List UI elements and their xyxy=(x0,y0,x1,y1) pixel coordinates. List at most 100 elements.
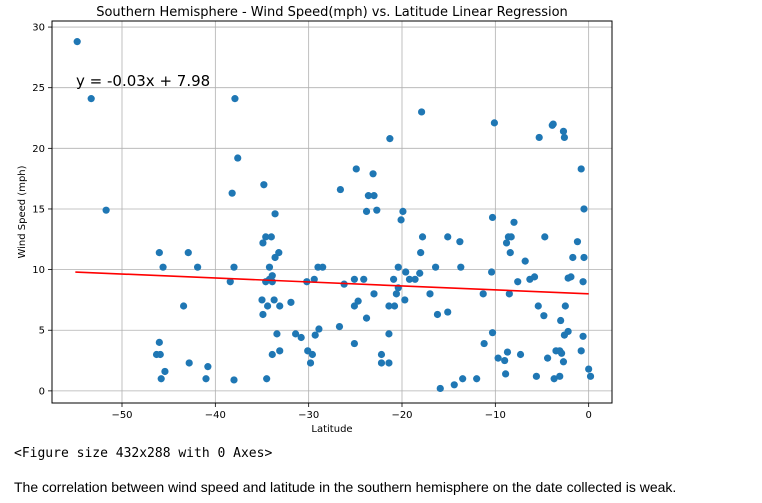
data-point xyxy=(457,263,465,271)
data-point xyxy=(541,233,549,241)
data-point xyxy=(362,314,371,322)
data-point xyxy=(503,348,512,356)
data-point xyxy=(558,349,566,357)
data-point xyxy=(230,263,238,271)
data-point xyxy=(87,95,95,103)
data-point xyxy=(444,233,452,241)
regression-line xyxy=(75,271,589,295)
data-point xyxy=(155,249,163,257)
y-tick-label: 20 xyxy=(32,144,45,155)
data-point xyxy=(560,133,569,142)
x-axis-label: Latitude xyxy=(311,424,352,435)
data-point xyxy=(377,359,386,367)
data-point xyxy=(459,375,467,383)
data-points xyxy=(73,38,595,393)
data-point xyxy=(268,278,276,286)
data-point xyxy=(161,367,169,376)
data-point xyxy=(362,207,371,215)
data-point xyxy=(354,297,362,305)
data-point xyxy=(230,376,238,384)
data-point xyxy=(275,249,283,257)
data-point xyxy=(336,185,344,194)
data-point xyxy=(579,278,587,286)
x-tick-label: −50 xyxy=(111,410,132,421)
data-point xyxy=(488,329,497,337)
data-point xyxy=(265,263,274,271)
data-point xyxy=(418,233,427,241)
data-point xyxy=(276,302,284,310)
data-point xyxy=(271,253,279,262)
data-point xyxy=(390,275,398,283)
data-point xyxy=(204,363,212,371)
data-point xyxy=(73,38,81,46)
data-point xyxy=(263,375,271,383)
data-point xyxy=(306,359,315,367)
data-point xyxy=(185,359,193,367)
data-point xyxy=(502,239,511,247)
data-point xyxy=(480,339,488,348)
data-point xyxy=(262,233,270,241)
data-point xyxy=(350,275,358,283)
data-point xyxy=(370,192,378,200)
data-point xyxy=(577,347,585,355)
data-point xyxy=(488,268,496,276)
data-point xyxy=(556,372,564,380)
data-point xyxy=(411,275,419,283)
data-point xyxy=(385,330,393,338)
data-point xyxy=(264,302,272,310)
data-point xyxy=(505,290,513,298)
data-point xyxy=(180,302,188,310)
data-point xyxy=(432,263,440,271)
data-point xyxy=(184,249,192,257)
data-point xyxy=(580,253,588,262)
data-point xyxy=(402,268,410,276)
data-point xyxy=(416,269,424,277)
data-point xyxy=(585,365,593,373)
data-point xyxy=(540,312,548,320)
data-point xyxy=(157,375,165,383)
data-point xyxy=(535,133,543,142)
data-point xyxy=(292,330,300,338)
data-point xyxy=(390,302,399,310)
data-point xyxy=(385,302,393,310)
data-point xyxy=(506,249,514,257)
data-point xyxy=(397,216,405,224)
data-point xyxy=(271,210,279,218)
data-point xyxy=(418,108,426,116)
plot-frame xyxy=(51,20,613,404)
data-point xyxy=(569,253,577,262)
data-point xyxy=(350,302,358,310)
data-point xyxy=(276,347,284,355)
data-point xyxy=(297,333,305,342)
x-tick-label: 0 xyxy=(585,410,591,421)
data-point xyxy=(369,170,377,178)
data-point xyxy=(549,120,557,128)
data-point xyxy=(202,375,210,383)
data-point xyxy=(259,310,267,319)
data-point xyxy=(399,207,407,215)
data-point xyxy=(502,370,510,378)
data-point xyxy=(310,275,318,283)
scatter-chart: −50 −40 −30 −20 −10 0 0 5 10 15 20 25 30 y = -0.03x… xyxy=(17,5,613,435)
data-point xyxy=(490,119,498,127)
data-point xyxy=(231,95,239,103)
data-point xyxy=(564,274,572,282)
data-point xyxy=(450,381,458,389)
y-tick-label: 5 xyxy=(39,326,45,337)
regression-line-group xyxy=(75,271,589,295)
data-point xyxy=(530,273,539,281)
y-tick-label: 10 xyxy=(32,265,45,276)
data-point xyxy=(521,257,529,265)
data-point xyxy=(586,372,595,380)
data-point xyxy=(270,296,278,304)
data-point xyxy=(287,298,295,306)
data-point xyxy=(311,331,319,339)
data-point xyxy=(573,238,582,246)
data-point xyxy=(479,290,487,298)
data-point xyxy=(268,350,276,359)
data-point xyxy=(370,290,378,298)
y-axis-ticks: 0 5 10 15 20 25 30 xyxy=(32,23,52,397)
data-point xyxy=(373,206,381,214)
data-point xyxy=(394,263,402,271)
data-point xyxy=(544,354,552,362)
